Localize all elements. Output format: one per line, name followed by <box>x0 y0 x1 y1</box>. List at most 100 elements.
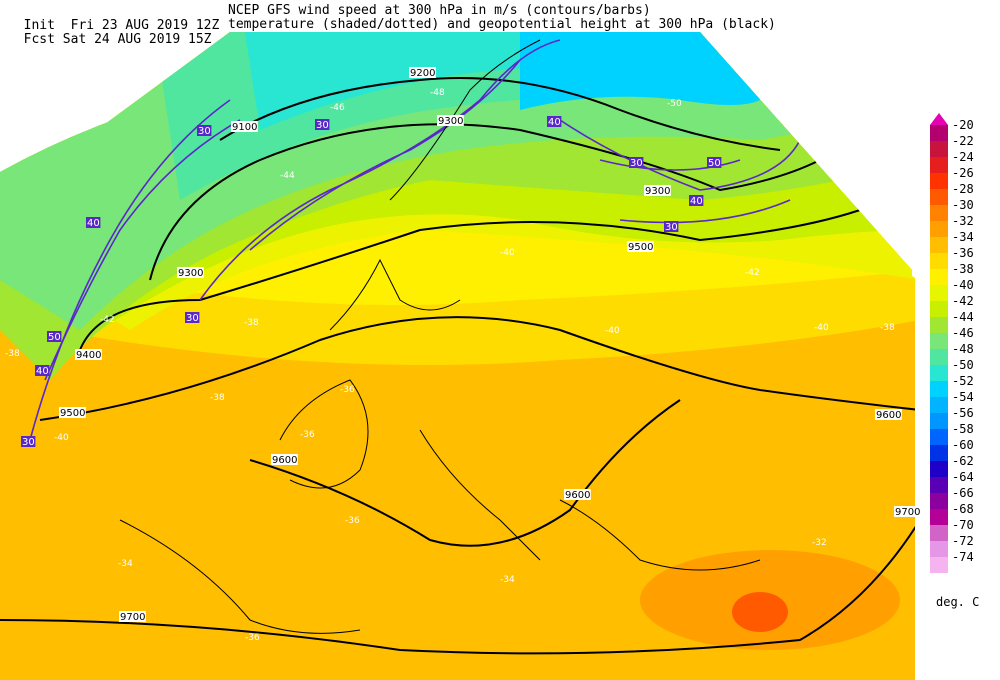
label-background <box>271 454 298 465</box>
wind-label: 30 <box>316 120 329 131</box>
wind-contour-40a <box>44 119 241 381</box>
temp-label: -38 <box>880 323 895 333</box>
colorbar-swatch <box>930 365 948 381</box>
colorbar-swatch <box>930 525 948 541</box>
colorbar-swatch <box>930 221 948 237</box>
wind-label: 40 <box>548 117 561 128</box>
temp-label: -42 <box>100 315 115 325</box>
colorbar-level-label: -20 <box>952 118 974 132</box>
colorbar-level-label: -40 <box>952 278 974 292</box>
wind-contour-30c <box>559 119 801 191</box>
init-prefix: Init <box>23 18 55 33</box>
colorbar-swatch <box>930 461 948 477</box>
colorbar-swatch <box>930 205 948 221</box>
coastline-italy <box>419 429 541 561</box>
height-contour-9500 <box>79 209 861 351</box>
colorbar-level-label: -50 <box>952 358 974 372</box>
fcst-prefix: Fcst <box>23 32 55 47</box>
colorbar-swatch <box>930 557 948 573</box>
temp-label: -38 <box>5 349 20 359</box>
label-background <box>177 267 204 278</box>
colorbar-level-label: -36 <box>952 246 974 260</box>
wind-label: 40 <box>690 196 703 207</box>
colorbar-swatch <box>930 237 948 253</box>
colorbar-level-label: -74 <box>952 550 974 564</box>
colorbar: -20 -22 -24 -26 -28 -30 -32 -34 -36 -38 -40 -42 -44 -… <box>930 113 974 573</box>
colorbar-swatch <box>930 125 948 141</box>
colorbar-swatch <box>930 541 948 557</box>
label-background <box>315 119 330 130</box>
colorbar-level-label: -72 <box>952 534 974 548</box>
coastline-northsea <box>329 258 461 331</box>
colorbar-swatch <box>930 493 948 509</box>
temp-label: -42 <box>745 268 760 278</box>
wind-label: 30 <box>198 126 211 137</box>
temp-band-52 <box>520 32 760 110</box>
colorbar-swatch <box>930 429 948 445</box>
label-background <box>59 407 86 418</box>
map-body <box>0 32 915 680</box>
colorbar-swatch <box>930 173 948 189</box>
wind-label: 30 <box>630 158 643 169</box>
label-background <box>185 312 200 323</box>
coastline-france <box>279 379 369 489</box>
label-background <box>75 349 102 360</box>
colorbar-swatch <box>930 381 948 397</box>
label-background <box>231 121 258 132</box>
colorbar-level-label: -56 <box>952 406 974 420</box>
colorbar-swatch <box>930 413 948 429</box>
colorbar-level-label: -34 <box>952 230 974 244</box>
height-label: 9400 <box>76 350 101 361</box>
fcst-time: Sat 24 AUG 2019 15Z <box>62 32 212 47</box>
label-background <box>437 115 464 126</box>
fcst-line: Fcst Sat 24 AUG 2019 15Z <box>8 17 212 47</box>
temp-label: -38 <box>210 393 225 403</box>
label-background <box>664 221 679 232</box>
colorbar-level-label: -22 <box>952 134 974 148</box>
label-background <box>707 157 722 168</box>
colorbar-swatch <box>930 141 948 157</box>
height-label: 9500 <box>60 408 85 419</box>
init-time: Fri 23 AUG 2019 12Z <box>70 18 220 33</box>
temp-label: -46 <box>330 103 345 113</box>
colorbar-level-label: -28 <box>952 182 974 196</box>
wind-label: 50 <box>48 332 61 343</box>
colorbar-level-label: -60 <box>952 438 974 452</box>
label-background <box>197 125 212 136</box>
colorbar-swatch <box>930 477 948 493</box>
temp-label: -36 <box>245 633 260 643</box>
colorbar-swatch <box>930 157 948 173</box>
temp-label: -40 <box>500 248 515 258</box>
height-label: 9600 <box>876 410 901 421</box>
colorbar-arrow-icon <box>930 113 948 125</box>
colorbar-level-label: -44 <box>952 310 974 324</box>
colorbar-level-label: -30 <box>952 198 974 212</box>
colorbar-level-label: -24 <box>952 150 974 164</box>
wind-contour-50 <box>599 159 741 171</box>
label-background <box>547 116 562 127</box>
label-background <box>119 611 146 622</box>
wind-label: 40 <box>36 366 49 377</box>
colorbar-level-label: -52 <box>952 374 974 388</box>
colorbar-swatch <box>930 445 948 461</box>
temp-label: -34 <box>118 559 133 569</box>
colorbar-unit: deg. C <box>936 595 979 609</box>
height-contour-9600 <box>39 316 915 421</box>
colorbar-swatch <box>930 189 948 205</box>
temp-label: -36 <box>345 516 360 526</box>
colorbar-level-label: -66 <box>952 486 974 500</box>
height-label: 9600 <box>565 490 590 501</box>
temp-label: -34 <box>500 575 515 585</box>
title-line-1: NCEP GFS wind speed at 300 hPa in m/s (c… <box>228 3 651 18</box>
colorbar-level-label: -26 <box>952 166 974 180</box>
colorbar-level-label: -48 <box>952 342 974 356</box>
label-background <box>627 241 654 252</box>
coastline-iberia <box>119 519 361 634</box>
height-label: 9600 <box>272 455 297 466</box>
colorbar-level-label: -70 <box>952 518 974 532</box>
height-label: 9200 <box>410 68 435 79</box>
label-background <box>644 185 671 196</box>
init-line: Init Fri 23 AUG 2019 12Z <box>8 3 220 33</box>
label-background <box>629 157 644 168</box>
